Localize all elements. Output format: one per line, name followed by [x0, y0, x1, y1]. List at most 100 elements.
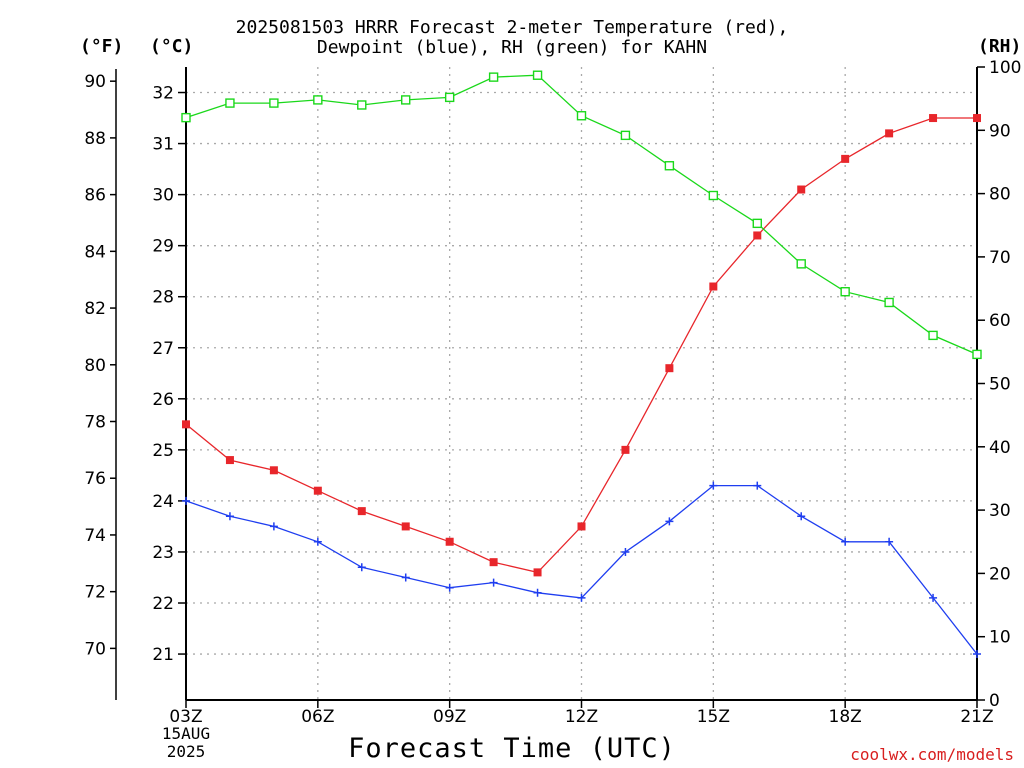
date-year-label: 2025 — [166, 742, 206, 761]
celsius-unit-label: (°C) — [150, 36, 194, 57]
celsius-tick-label: 23 — [152, 543, 174, 563]
rh-tick-label: 0 — [989, 691, 1000, 711]
x-axis-label: Forecast Time (UTC) — [348, 733, 676, 764]
temperature-point — [577, 522, 586, 531]
dewpoint-point — [885, 537, 894, 546]
source-credit: coolwx.com/models — [850, 745, 1014, 764]
rh-tick-label: 70 — [989, 248, 1011, 268]
fahrenheit-tick-label: 82 — [84, 299, 106, 319]
dewpoint-point — [401, 573, 410, 582]
temperature-point — [753, 231, 762, 240]
dewpoint-point — [841, 537, 850, 546]
rh-tick-label: 60 — [989, 311, 1011, 331]
celsius-tick-label: 26 — [152, 390, 174, 410]
temperature-point — [709, 282, 718, 291]
rh-point — [444, 92, 455, 103]
rh-point — [576, 111, 587, 121]
celsius-tick-label: 31 — [152, 135, 174, 155]
fahrenheit-tick-label: 78 — [84, 413, 106, 433]
celsius-tick-label: 30 — [152, 186, 174, 206]
rh-point — [840, 287, 850, 297]
temperature-point — [665, 364, 674, 373]
temperature-point — [313, 486, 322, 495]
rh-point — [269, 98, 279, 108]
temperature-point — [182, 420, 190, 429]
celsius-tick-label: 21 — [152, 645, 174, 665]
dewpoint-point — [533, 588, 542, 597]
temperature-point — [357, 507, 366, 516]
x-tick-label: 12Z — [565, 707, 598, 727]
rh-point — [884, 297, 894, 308]
rh-point — [357, 100, 367, 110]
rh-tick-label: 30 — [989, 501, 1011, 521]
dewpoint-point — [489, 578, 498, 587]
dewpoint-point — [665, 517, 674, 526]
x-tick-label: 21Z — [960, 707, 993, 727]
dewpoint-point — [225, 512, 234, 521]
dewpoint-point — [797, 512, 806, 521]
dewpoint-point — [621, 547, 630, 556]
dewpoint-point — [709, 481, 718, 490]
temperature-point — [269, 466, 278, 475]
fahrenheit-tick-label: 80 — [84, 356, 106, 376]
celsius-tick-label: 24 — [152, 492, 174, 512]
rh-tick-label: 20 — [989, 564, 1011, 584]
x-tick-label: 15Z — [697, 707, 730, 727]
fahrenheit-tick-label: 88 — [84, 129, 106, 149]
temperature-point — [797, 185, 806, 194]
fahrenheit-tick-label: 90 — [84, 72, 106, 92]
rh-point — [796, 259, 806, 269]
x-tick-label: 03Z — [169, 707, 202, 727]
rh-tick-label: 40 — [989, 438, 1011, 458]
temperature-point — [489, 558, 498, 567]
celsius-tick-label: 29 — [152, 237, 174, 257]
dewpoint-point — [577, 593, 586, 602]
rh-point — [620, 130, 631, 141]
fahrenheit-tick-label: 76 — [84, 469, 106, 489]
dewpoint-point — [929, 593, 938, 602]
temperature-point — [445, 537, 454, 546]
rh-point — [708, 190, 719, 201]
temperature-point — [533, 568, 542, 577]
dewpoint-point — [357, 563, 366, 572]
fahrenheit-tick-label: 84 — [84, 242, 106, 262]
rh-point — [181, 112, 191, 123]
dewpoint-point — [753, 481, 762, 490]
x-tick-label: 09Z — [433, 707, 466, 727]
dewpoint-point — [269, 522, 278, 531]
rh-point — [972, 349, 982, 360]
rh-point — [313, 95, 323, 105]
x-tick-label: 18Z — [829, 707, 862, 727]
rh-tick-label: 100 — [989, 58, 1021, 78]
temperature-point — [973, 114, 981, 123]
rh-point — [928, 330, 938, 341]
rh-unit-label: (RH) — [978, 36, 1022, 57]
celsius-tick-label: 22 — [152, 594, 174, 614]
rh-tick-label: 80 — [989, 185, 1011, 205]
celsius-tick-label: 28 — [152, 288, 174, 308]
fahrenheit-unit-label: (°F) — [80, 36, 124, 57]
x-tick-label: 06Z — [301, 707, 334, 727]
temperature-point — [401, 522, 410, 531]
temperature-point — [621, 445, 630, 454]
fahrenheit-tick-label: 70 — [84, 639, 106, 659]
rh-point — [488, 72, 499, 82]
chart-title-line2: Dewpoint (blue), RH (green) for KAHN — [316, 37, 708, 58]
chart-title-line1: 2025081503 HRRR Forecast 2-meter Tempera… — [235, 17, 789, 38]
celsius-tick-label: 32 — [152, 84, 174, 104]
fahrenheit-tick-label: 72 — [84, 583, 106, 603]
dewpoint-point — [182, 496, 190, 505]
fahrenheit-tick-label: 86 — [84, 186, 106, 206]
date-day-label: 15AUG — [161, 724, 211, 743]
temperature-point — [929, 114, 938, 123]
rh-tick-label: 10 — [989, 628, 1011, 648]
dewpoint-point — [973, 650, 981, 659]
temperature-point — [885, 129, 894, 138]
celsius-tick-label: 25 — [152, 441, 174, 461]
temperature-point — [225, 456, 234, 465]
rh-point — [752, 218, 762, 229]
rh-tick-label: 50 — [989, 375, 1011, 395]
fahrenheit-tick-label: 74 — [84, 526, 106, 546]
celsius-tick-label: 27 — [152, 339, 174, 359]
